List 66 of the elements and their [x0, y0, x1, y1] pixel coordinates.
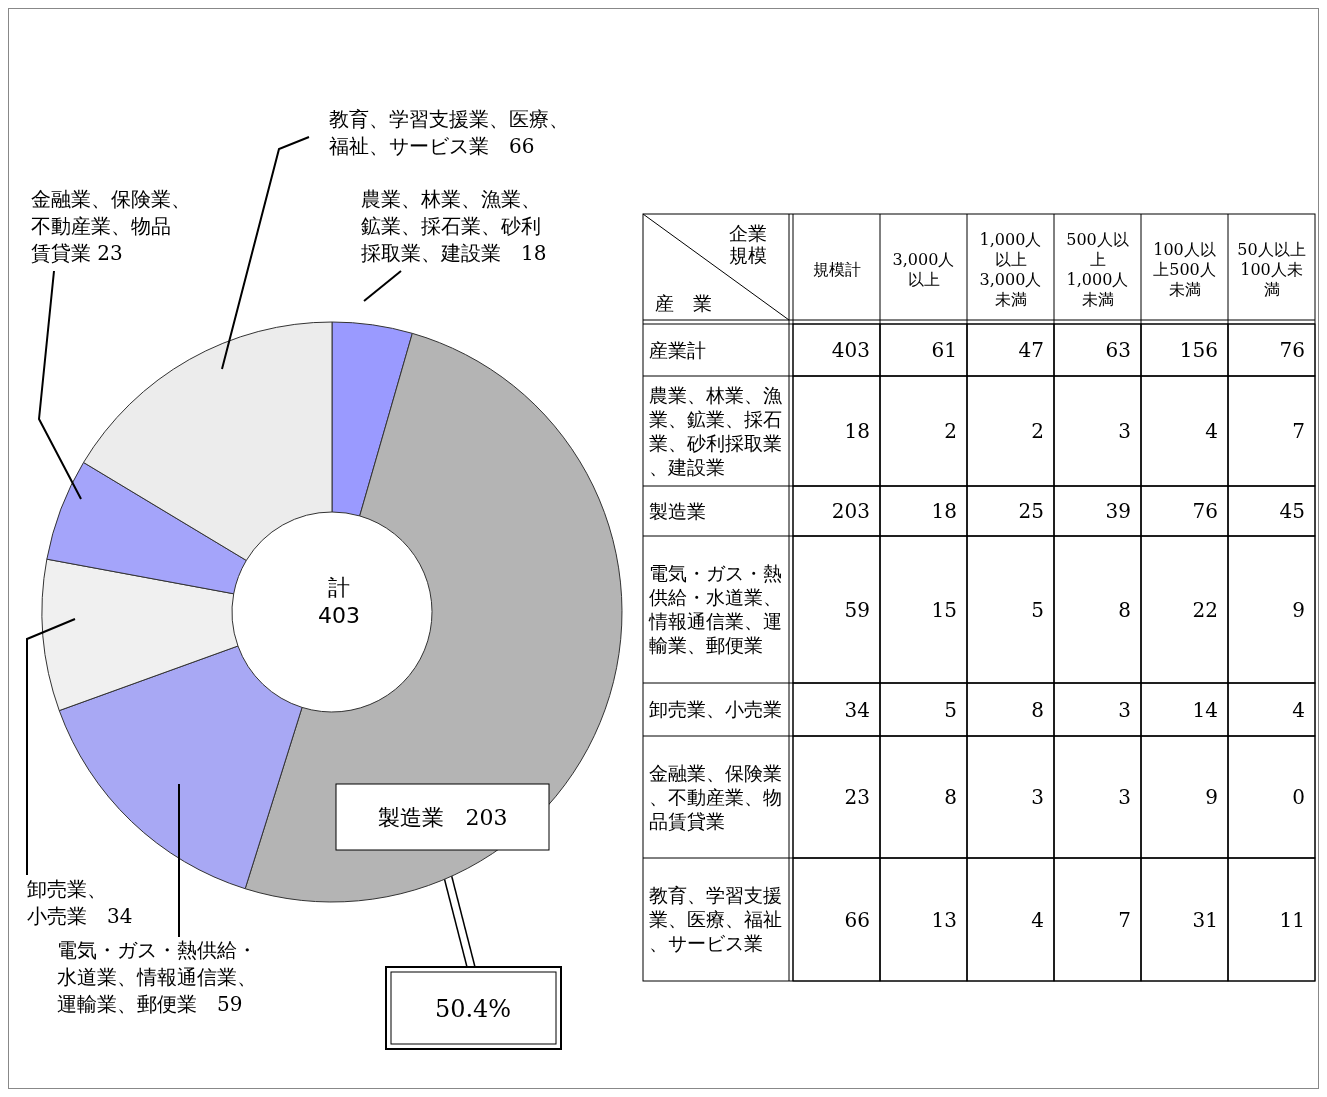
data-label: 9: [1292, 597, 1305, 622]
y-axis-title: 産 業: [655, 292, 712, 314]
y-tick-label: 教育、学習支援業、医療、福祉、サービス業: [649, 884, 782, 955]
slice-label: 教育、学習支援業、医療、福祉、サービス業 66: [329, 107, 569, 158]
data-label: 47: [1018, 338, 1044, 362]
data-label: 13: [931, 907, 957, 932]
data-label: 59: [844, 597, 870, 622]
data-label: 18: [931, 499, 957, 523]
x-tick-label: 3,000人以上: [892, 249, 955, 289]
text: 403: [318, 603, 360, 628]
data-label: 61: [931, 338, 957, 362]
x-tick-label: 500人以上1,000人未満: [1066, 229, 1129, 309]
x-tick-label: 50人以上100人未満: [1237, 239, 1306, 299]
data-label: 76: [1192, 499, 1218, 523]
slice-label: 製造業 203: [377, 805, 508, 830]
data-label: 25: [1018, 499, 1044, 523]
data-label: 8: [1031, 697, 1044, 722]
slice-label: 農業、林業、漁業、鉱業、採石業、砂利採取業、建設業 18: [361, 187, 547, 265]
data-label: 3: [1118, 785, 1131, 809]
y-tick-label: 卸売業、小売業: [649, 698, 782, 721]
data-label: 76: [1279, 338, 1305, 362]
data-label: 15: [931, 597, 957, 622]
data-label: 39: [1105, 499, 1131, 523]
data-label: 11: [1279, 907, 1305, 932]
x-tick-label: 100人以上500人未満: [1153, 239, 1216, 299]
x-axis-title: 企業規模: [729, 221, 767, 266]
data-label: 4: [1031, 907, 1044, 932]
data-label: 4: [1292, 697, 1305, 722]
y-tick-label: 産業計: [649, 338, 706, 361]
data-label: 3: [1031, 785, 1044, 809]
data-label: 8: [944, 785, 957, 809]
data-label: 23: [844, 785, 870, 809]
y-tick-label: 電気・ガス・熱供給・水道業、情報通信業、運輸業、郵便業: [648, 562, 782, 657]
data-label: 2: [1031, 419, 1044, 443]
data-label: 34: [844, 697, 870, 722]
data-label: 403: [831, 338, 870, 362]
data-label: 156: [1179, 338, 1218, 362]
slice-label: 電気・ガス・熱供給・水道業、情報通信業、運輸業、郵便業 59: [57, 938, 257, 1016]
data-label: 63: [1105, 338, 1131, 362]
data-label: 3: [1118, 697, 1131, 722]
data-label: 8: [1118, 597, 1131, 622]
y-tick-label: 金融業、保険業、不動産業、物品賃貸業: [649, 761, 782, 832]
text: 計: [328, 575, 350, 600]
x-tick-label: 1,000人以上3,000人未満: [979, 229, 1042, 309]
data-label: 14: [1192, 697, 1218, 722]
data-label: 0: [1292, 785, 1305, 809]
data-label: 203: [831, 499, 870, 523]
data-label: 31: [1192, 907, 1218, 932]
data-label: 2: [944, 419, 957, 443]
slice-label: 卸売業、小売業 34: [27, 877, 133, 928]
data-label: 3: [1118, 419, 1131, 443]
data-label: 7: [1118, 907, 1131, 932]
text: 50.4%: [434, 995, 512, 1023]
data-label: 7: [1292, 419, 1305, 443]
data-label: 5: [944, 697, 957, 722]
data-label: 66: [844, 907, 870, 932]
y-tick-label: 製造業: [649, 499, 706, 522]
data-label: 22: [1192, 597, 1218, 622]
data-label: 45: [1279, 499, 1305, 523]
data-label: 4: [1205, 419, 1218, 443]
slice-label: 金融業、保険業、不動産業、物品賃貸業 23: [31, 187, 191, 265]
data-label: 9: [1205, 785, 1218, 809]
data-label: 5: [1031, 597, 1044, 622]
data-label: 18: [844, 419, 870, 443]
y-tick-label: 農業、林業、漁業、鉱業、採石業、砂利採取業、建設業: [649, 383, 782, 478]
x-tick-label: 規模計: [812, 259, 861, 279]
